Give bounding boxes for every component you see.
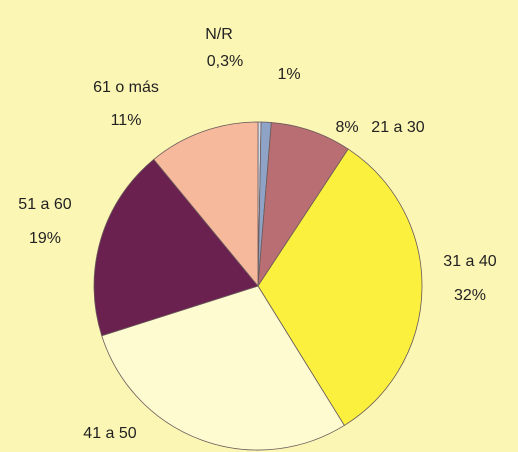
value-label: 0,3%	[207, 53, 243, 70]
pie-slice	[153, 121, 259, 288]
value-label: 19%	[29, 230, 61, 247]
slice-label: 51 a 60	[18, 196, 71, 213]
slice-label: 41 a 50	[83, 425, 136, 442]
slice-label: 61 o más	[93, 79, 159, 96]
value-label: 32%	[454, 287, 486, 304]
pie-slice	[257, 148, 423, 426]
slice-label: N/R	[205, 26, 233, 43]
pie-slice	[101, 285, 345, 451]
value-label: 8%	[335, 119, 358, 136]
value-label: 11%	[111, 112, 142, 129]
pie-slice	[93, 158, 259, 337]
slice-label: 21 a 30	[371, 119, 424, 136]
value-label: 1%	[277, 66, 300, 83]
slice-label: 31 a 40	[443, 253, 496, 270]
